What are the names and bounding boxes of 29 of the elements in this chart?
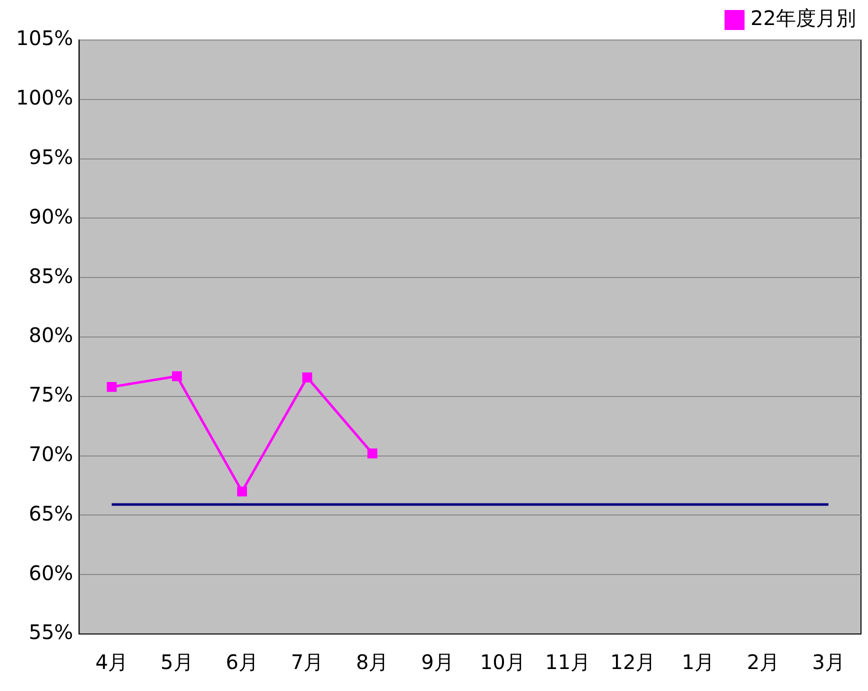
x-tick-label: 7月 [290, 650, 324, 674]
x-tick-label: 6月 [226, 650, 258, 674]
y-tick-label: 90% [28, 204, 74, 228]
x-tick-label: 5月 [160, 650, 194, 674]
x-tick-label: 2月 [746, 650, 780, 674]
y-tick-label: 85% [28, 264, 74, 288]
x-tick-label: 10月 [480, 650, 526, 674]
y-tick-label: 75% [28, 382, 74, 407]
point [172, 371, 182, 382]
y-tick-label: 100% [16, 86, 74, 110]
y-tick-label: 65% [28, 501, 74, 526]
point [237, 486, 248, 496]
y-tick-label: 95% [28, 145, 74, 170]
x-tick-label: 8月 [356, 650, 389, 674]
x-tick-label: 4月 [95, 650, 128, 674]
point [367, 448, 378, 458]
y-tick-label: 70% [28, 442, 74, 466]
y-tick-label: 55% [28, 620, 74, 644]
legend-label: 22年度月別 [750, 6, 856, 30]
x-tick-label: 9月 [421, 650, 454, 674]
y-tick-label: 80% [28, 323, 74, 348]
y-tick-label: 60% [28, 560, 74, 585]
x-tick-label: 11月 [545, 650, 591, 674]
point [106, 382, 117, 392]
x-tick-label: 3月 [812, 650, 845, 674]
x-tick-label: 1月 [682, 650, 714, 674]
y-tick-label: 105% [16, 26, 74, 50]
point [302, 372, 312, 382]
x-tick-label: 12月 [610, 650, 656, 674]
